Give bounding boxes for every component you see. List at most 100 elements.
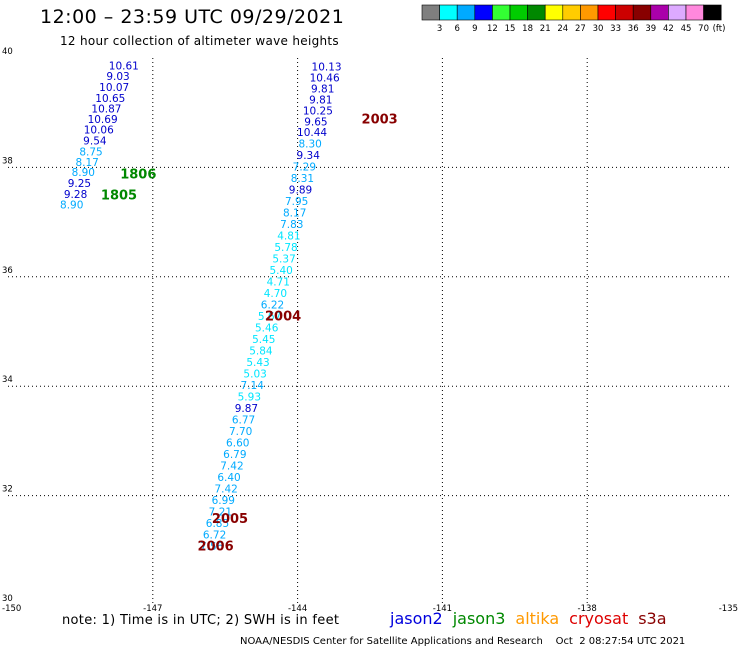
wave-height-value: 5.84 [249,345,273,357]
footnote: note: 1) Time is in UTC; 2) SWH is in fe… [62,613,340,628]
wave-height-value: 7.42 [220,460,243,472]
wave-height-value: 5.40 [269,265,292,277]
scale-unit: (ft) [713,24,726,34]
legend-cryosat: cryosat [569,609,629,628]
y-tick-label: 38 [2,156,13,166]
legend-jason2: jason2 [390,609,443,628]
pass-number-label: 2005 [212,512,248,527]
wave-height-value: 7.21 [209,506,232,518]
scale-swatch [703,4,722,21]
wave-height-value: 9.25 [68,178,91,190]
pass-number-label: 1806 [120,167,156,182]
wave-height-value: 8.90 [60,199,83,211]
wave-height-value: 6.77 [232,414,255,426]
scale-label: 12 [487,24,498,34]
wave-height-value: 9.89 [289,185,312,197]
wave-height-value: 8.30 [298,139,321,151]
wave-height-value: 10.65 [95,93,125,105]
scale-label: 9 [472,24,477,34]
satellite-legend: jason2 jason3 altika cryosat s3a [390,609,677,628]
y-tick-label: 30 [2,594,13,604]
wave-height-value: 9.28 [64,189,87,201]
wave-height-value: 9.34 [297,150,321,162]
wave-height-value: 8.31 [291,173,314,185]
color-scale-legend: 3 6 9 12 15 18 21 24 27 30 33 36 39 42 45 70 (ft) [421,4,726,34]
scale-label: 33 [610,24,621,34]
legend-altika: altika [515,609,560,628]
wave-height-value: 6.79 [223,449,246,461]
wave-height-value: 4.71 [267,277,290,289]
wave-height-value: 10.61 [109,60,139,72]
wave-height-value: 6.85 [206,518,229,530]
scale-label: 70 [698,24,709,34]
legend-jason3: jason3 [452,609,506,628]
wave-height-value: 7.29 [293,162,316,174]
wave-height-value: 5.93 [238,391,261,403]
scale-label: 45 [681,24,692,34]
wave-height-value: 5.43 [246,357,269,369]
wave-height-value: 9.81 [309,94,332,106]
y-tick-label: 40 [2,47,13,57]
wave-height-value: 5.67 [258,311,281,323]
wave-height-value: 4.81 [277,231,300,243]
chart-title: 12:00 – 23:59 UTC 09/29/2021 [40,6,345,28]
wave-height-value: 7.56 [200,541,224,553]
chart-subtitle: 12 hour collection of altimeter wave hei… [60,34,339,48]
pass-number-label: 2003 [362,113,398,128]
wave-height-value: 4.70 [264,288,287,300]
wave-height-value: 10.13 [312,62,342,74]
wave-height-value: 8.75 [79,146,102,158]
wave-height-value: 10.07 [99,82,129,94]
scale-label: 15 [505,24,516,34]
wave-height-value: 9.87 [235,403,258,415]
pass-number-label: 1805 [101,189,137,204]
wave-height-value: 5.45 [252,334,275,346]
wave-height-value: 7.83 [280,219,303,231]
wave-height-value: 8.17 [75,157,98,169]
x-tick-label: -138 [578,604,597,612]
wave-height-value: 10.44 [297,127,327,139]
scale-label: 36 [628,24,639,34]
pass-number-label: 2006 [197,539,233,554]
wave-height-value: 5.37 [272,254,295,266]
wave-height-value: 8.90 [72,167,95,179]
wave-height-value: 10.69 [88,114,118,126]
wave-height-value: 10.06 [84,124,114,136]
wave-height-value: 5.46 [255,323,279,335]
wave-height-value: 10.87 [91,104,121,116]
scale-label: 42 [663,24,674,34]
x-tick-label: -141 [433,604,452,612]
wave-height-value: 10.46 [310,73,340,85]
wave-height-value: 9.54 [83,135,107,147]
wave-height-value: 6.99 [212,495,235,507]
wave-height-value: 6.22 [261,300,284,312]
wave-height-value: 7.70 [229,426,252,438]
x-tick-label: -147 [143,604,162,612]
scale-label: 18 [522,24,533,34]
wave-height-value: 6.40 [217,472,240,484]
pass-number-label: 2004 [265,310,301,325]
wave-height-value: 7.95 [285,196,308,208]
wave-height-value: 9.65 [304,116,327,128]
wave-height-value: 5.03 [243,368,266,380]
wave-height-value: 10.25 [303,105,333,117]
x-tick-label: -135 [719,604,738,612]
wave-height-value: 8.17 [283,208,306,220]
scale-label: 30 [593,24,604,34]
scale-label: 39 [645,24,656,34]
x-tick-label: -144 [288,604,307,612]
scale-label: 21 [540,24,551,34]
wave-height-value: 9.03 [106,71,129,83]
scale-label: 3 [437,24,442,34]
y-tick-label: 34 [2,375,13,385]
scale-label: 24 [557,24,568,34]
legend-s3a: s3a [638,609,667,628]
wave-height-value: 5.78 [274,242,297,254]
wave-height-value: 9.81 [311,83,334,95]
y-tick-label: 32 [2,485,13,495]
wave-height-value: 6.72 [203,529,226,541]
y-tick-label: 36 [2,266,13,276]
x-tick-label: -150 [2,604,21,612]
wave-height-value: 7.14 [241,380,265,392]
wave-height-value: 7.42 [214,483,237,495]
